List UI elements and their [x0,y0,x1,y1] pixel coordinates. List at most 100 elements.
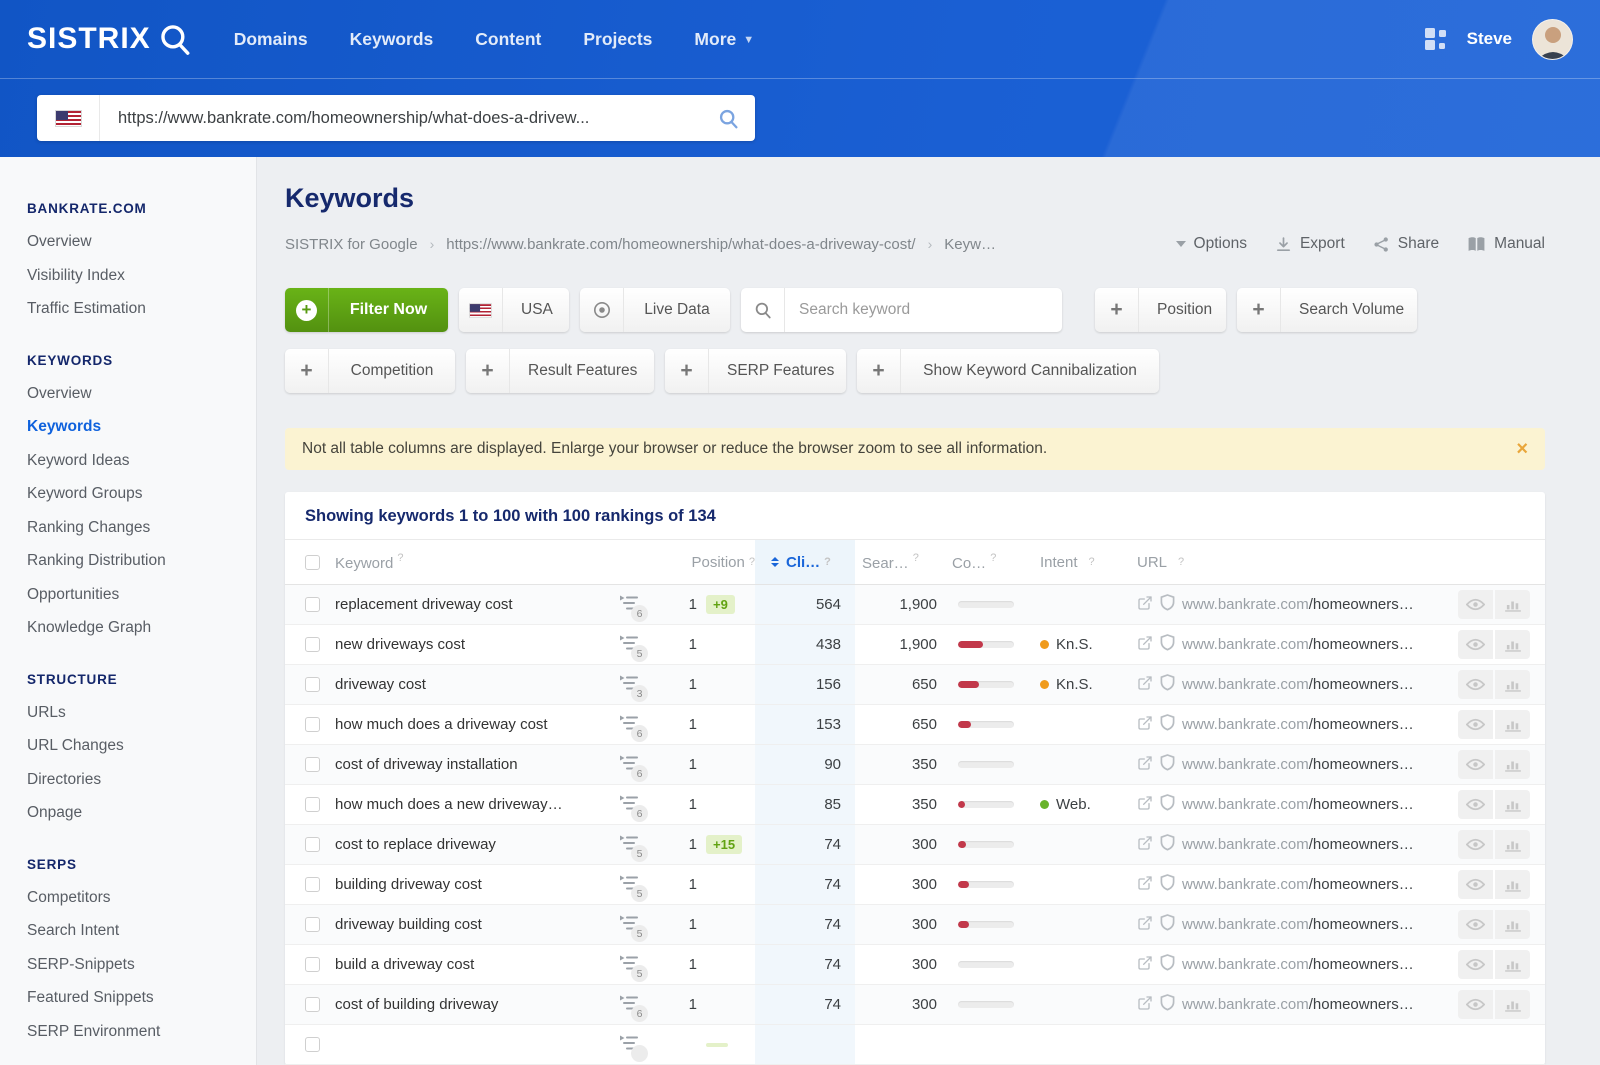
url-link[interactable]: www.bankrate.com/homeowners… [1182,716,1414,733]
col-search-volume[interactable]: Sear…? [862,552,919,572]
nav-item-projects[interactable]: Projects [583,29,652,50]
external-link-icon[interactable] [1137,915,1153,935]
serp-list-icon[interactable]: 5 [619,915,648,942]
external-link-icon[interactable] [1137,675,1153,695]
row-checkbox[interactable] [305,717,320,732]
row-checkbox[interactable] [305,797,320,812]
keyword-link[interactable]: how much does a new driveway… [335,796,563,813]
sidebar-item-featured-snippets[interactable]: Featured Snippets [27,989,154,1006]
serp-preview-button[interactable] [1458,910,1493,939]
manual-button[interactable]: Manual [1467,235,1545,253]
history-chart-button[interactable] [1495,750,1530,779]
sidebar-item-keyword-ideas[interactable]: Keyword Ideas [27,451,130,469]
serp-preview-button[interactable] [1458,750,1493,779]
external-link-icon[interactable] [1137,955,1153,975]
row-checkbox[interactable] [305,837,320,852]
external-link-icon[interactable] [1137,635,1153,655]
serp-list-icon[interactable]: 3 [619,675,648,702]
history-chart-button[interactable] [1495,870,1530,899]
url-link[interactable]: www.bankrate.com/homeowners… [1182,916,1414,933]
keyword-link[interactable]: new driveways cost [335,636,466,653]
export-button[interactable]: Export [1275,235,1345,253]
history-chart-button[interactable] [1495,670,1530,699]
url-link[interactable]: www.bankrate.com/homeowners… [1182,836,1414,853]
url-link[interactable]: www.bankrate.com/homeowners… [1182,796,1414,813]
col-competition[interactable]: Co…? [952,552,997,572]
nav-item-domains[interactable]: Domains [234,29,308,50]
sidebar-item-serp-environment[interactable]: SERP Environment [27,1022,161,1040]
nav-item-content[interactable]: Content [475,29,541,50]
sidebar-item-keyword-groups[interactable]: Keyword Groups [27,485,143,502]
keyword-link[interactable]: how much does a driveway cost [335,716,548,733]
serp-list-icon[interactable]: 5 [619,835,648,862]
sidebar-item-url-changes[interactable]: URL Changes [27,737,124,754]
serp-list-icon[interactable]: 6 [619,715,648,742]
help-icon[interactable]: ? [912,552,919,564]
serp-preview-button[interactable] [1458,790,1493,819]
sidebar-item-keywords[interactable]: Keywords [27,418,102,435]
help-icon[interactable]: ? [990,552,997,564]
keyword-search-input[interactable] [785,301,1062,319]
keyword-link[interactable]: driveway cost [335,676,426,693]
row-checkbox[interactable] [305,957,320,972]
serp-list-icon[interactable]: 5 [619,955,648,982]
sidebar-item-search-intent[interactable]: Search Intent [27,922,120,939]
close-icon[interactable]: × [1516,438,1528,460]
shield-icon[interactable] [1160,634,1175,655]
serp-list-icon[interactable]: 6 [619,595,648,622]
country-filter-button[interactable]: USA [459,288,569,332]
url-link[interactable]: www.bankrate.com/homeowners… [1182,636,1414,653]
sistrix-logo[interactable]: SISTRIX [27,22,192,56]
filter-now-button[interactable]: + Filter Now [285,288,448,332]
history-chart-button[interactable] [1495,790,1530,819]
add-position-filter-button[interactable]: + Position [1095,288,1226,332]
sidebar-item-serp-snippets[interactable]: SERP-Snippets [27,955,135,973]
show-keyword-cannibalization-button[interactable]: + Show Keyword Cannibalization [857,349,1159,393]
history-chart-button[interactable] [1495,630,1530,659]
col-position[interactable]: Position? [691,553,756,571]
add-search-volume-filter-button[interactable]: + Search Volume [1237,288,1417,332]
shield-icon[interactable] [1160,794,1175,815]
url-link[interactable]: www.bankrate.com/homeowners… [1182,996,1414,1013]
apps-grid-icon[interactable] [1424,28,1447,50]
sidebar-item-onpage[interactable]: Onpage [27,804,83,821]
external-link-icon[interactable] [1137,995,1153,1015]
keyword-link[interactable]: replacement driveway cost [335,596,513,613]
country-flag-selector[interactable] [37,95,100,141]
row-checkbox[interactable] [305,597,320,612]
url-link[interactable]: www.bankrate.com/homeowners… [1182,676,1414,693]
url-link[interactable]: www.bankrate.com/homeowners… [1182,876,1414,893]
serp-preview-button[interactable] [1458,950,1493,979]
keyword-link[interactable]: cost to replace driveway [335,836,496,853]
add-competition-filter-button[interactable]: + Competition [285,349,455,393]
external-link-icon[interactable] [1137,835,1153,855]
serp-preview-button[interactable] [1458,870,1493,899]
shield-icon[interactable] [1160,914,1175,935]
share-button[interactable]: Share [1373,235,1439,253]
external-link-icon[interactable] [1137,875,1153,895]
row-checkbox[interactable] [305,997,320,1012]
breadcrumb-item[interactable]: Keyw… [944,235,996,253]
serp-preview-button[interactable] [1458,590,1493,619]
help-icon[interactable]: ? [748,556,755,568]
keyword-link[interactable]: driveway building cost [335,916,482,933]
add-result-features-filter-button[interactable]: + Result Features [466,349,654,393]
sidebar-item-ranking-changes[interactable]: Ranking Changes [27,518,151,536]
nav-item-keywords[interactable]: Keywords [350,29,434,50]
external-link-icon[interactable] [1137,715,1153,735]
shield-icon[interactable] [1160,994,1175,1015]
serp-list-icon[interactable]: 6 [619,795,648,822]
serp-preview-button[interactable] [1458,630,1493,659]
keyword-link[interactable]: building driveway cost [335,876,482,893]
shield-icon[interactable] [1160,874,1175,895]
help-icon[interactable]: ? [1178,556,1185,568]
row-checkbox[interactable] [305,917,320,932]
username[interactable]: Steve [1466,29,1512,48]
nav-item-more[interactable]: More ▼ [694,29,754,50]
sidebar-item-opportunities[interactable]: Opportunities [27,585,120,603]
external-link-icon[interactable] [1137,795,1153,815]
sidebar-item-overview[interactable]: Overview [27,384,92,402]
domain-url-input[interactable] [100,108,718,128]
shield-icon[interactable] [1160,594,1175,615]
shield-icon[interactable] [1160,674,1175,695]
